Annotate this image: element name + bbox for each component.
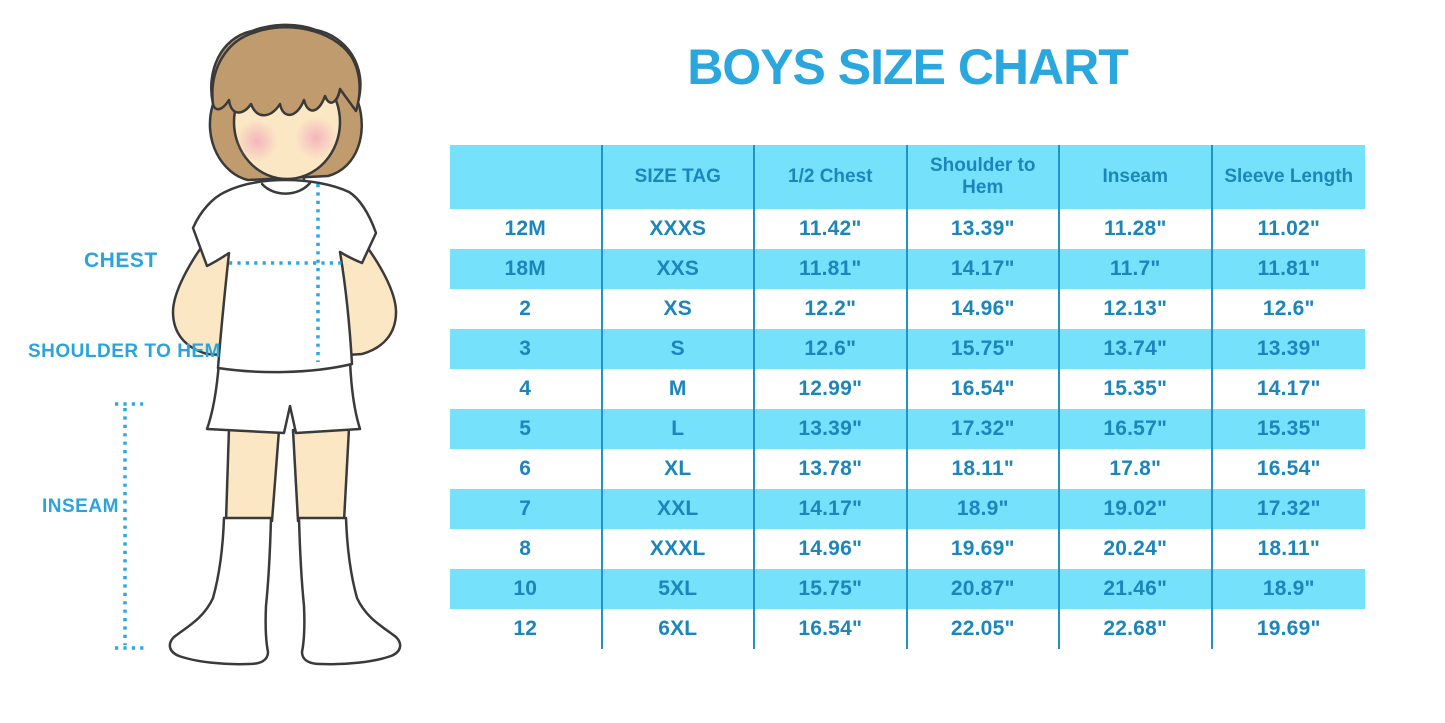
table-header-cell: 1/2 Chest — [755, 145, 908, 209]
table-cell: XL — [603, 449, 755, 489]
table-cell: 11.81" — [1257, 257, 1321, 280]
table-row: 5 L 13.39" 17.32" 16.57" 15.35" — [450, 409, 1365, 449]
table-cell: 21.46" — [1060, 569, 1213, 609]
table-cell: S — [603, 329, 755, 369]
table-cell: 19.69" — [1256, 617, 1321, 640]
inseam-label: INSEAM — [42, 496, 119, 517]
table-header-cell: Inseam — [1060, 145, 1213, 209]
table-cell: 12.99" — [755, 369, 908, 409]
table-row: 6 XL 13.78" 18.11" 17.8" 16.54" — [450, 449, 1365, 489]
table-row: 2 XS 12.2" 14.96" 12.13" 12.6" — [450, 289, 1365, 329]
table-cell: 12.13" — [1060, 289, 1213, 329]
table-cell: 3 — [450, 329, 603, 369]
page-title: BOYS SIZE CHART — [687, 39, 1129, 95]
table-cell: 10 — [450, 569, 603, 609]
table-cell: 4 — [450, 369, 603, 409]
table-cell: 13.39" — [755, 409, 908, 449]
table-cell: 6 — [450, 449, 603, 489]
table-cell: 18.11" — [1257, 537, 1321, 560]
table-cell: 20.24" — [1060, 529, 1213, 569]
table-cell: XXL — [603, 489, 755, 529]
table-cell: 14.96" — [755, 529, 908, 569]
table-cell: 16.54" — [1256, 457, 1321, 480]
table-cell: 11.02" — [1257, 217, 1321, 240]
boy-socks — [168, 516, 402, 666]
table-header-cell: Sleeve Length — [1224, 166, 1354, 188]
table-header-cell: SIZE TAG — [603, 145, 755, 209]
table-cell: 7 — [450, 489, 603, 529]
table-cell: 18M — [450, 249, 603, 289]
table-cell: M — [603, 369, 755, 409]
table-cell: 17.8" — [1060, 449, 1213, 489]
boy-head — [208, 23, 363, 182]
table-cell: XXXL — [603, 529, 755, 569]
table-cell: 12M — [450, 209, 603, 249]
table-row: 7 XXL 14.17" 18.9" 19.02" 17.32" — [450, 489, 1365, 529]
table-cell: 2 — [450, 289, 603, 329]
table-row: 3 S 12.6" 15.75" 13.74" 13.39" — [450, 329, 1365, 369]
table-cell: 12.2" — [755, 289, 908, 329]
table-cell: 16.54" — [908, 369, 1060, 409]
table-cell: 22.05" — [908, 609, 1060, 649]
table-cell: 11.42" — [755, 209, 908, 249]
boy-shirt — [191, 178, 378, 374]
table-cell: 15.75" — [908, 329, 1060, 369]
table-cell: 14.96" — [908, 289, 1060, 329]
table-cell: 13.39" — [908, 209, 1060, 249]
table-cell: 11.81" — [755, 249, 908, 289]
table-cell: 18.9" — [908, 489, 1060, 529]
table-row: 12M XXXS 11.42" 13.39" 11.28" 11.02" — [450, 209, 1365, 249]
boy-blush-left — [236, 120, 278, 162]
table-cell: 14.17" — [755, 489, 908, 529]
table-cell: 13.39" — [1256, 337, 1321, 360]
size-chart-table: SIZE TAG 1/2 Chest Shoulder to Hem Inseam Sl… — [450, 145, 1365, 649]
table-cell: 22.68" — [1060, 609, 1213, 649]
table-cell: 11.7" — [1060, 249, 1213, 289]
table-cell: 5XL — [603, 569, 755, 609]
table-cell: 14.17" — [1256, 377, 1321, 400]
table-cell: 8 — [450, 529, 603, 569]
table-cell: L — [603, 409, 755, 449]
table-cell: 17.32" — [1256, 497, 1321, 520]
table-cell: 18.11" — [908, 449, 1060, 489]
table-cell: 14.17" — [908, 249, 1060, 289]
table-header-row: SIZE TAG 1/2 Chest Shoulder to Hem Inseam Sl… — [450, 145, 1365, 209]
table-header-cell: Shoulder to Hem — [908, 145, 1060, 209]
table-cell: XS — [603, 289, 755, 329]
table-row: 8 XXXL 14.96" 19.69" 20.24" 18.11" — [450, 529, 1365, 569]
table-cell: 19.69" — [908, 529, 1060, 569]
table-cell: 13.74" — [1060, 329, 1213, 369]
table-cell: 18.9" — [1262, 577, 1315, 600]
table-cell: 15.35" — [1060, 369, 1213, 409]
table-cell: 6XL — [603, 609, 755, 649]
boy-hair-fringe — [211, 25, 361, 117]
boy-collar — [260, 181, 312, 195]
table-cell: 12.6" — [1262, 297, 1315, 320]
table-cell: 13.78" — [755, 449, 908, 489]
table-cell: XXXS — [603, 209, 755, 249]
size-table-body: 12M XXXS 11.42" 13.39" 11.28" 11.02" 18M XXS 11.… — [450, 209, 1365, 649]
table-row: 10 5XL 15.75" 20.87" 21.46" 18.9" — [450, 569, 1365, 609]
table-header-cell — [450, 145, 603, 209]
table-cell: 16.54" — [755, 609, 908, 649]
table-cell: 12.6" — [755, 329, 908, 369]
table-cell: 15.75" — [755, 569, 908, 609]
boy-illustration — [115, 23, 402, 666]
table-row: 4 M 12.99" 16.54" 15.35" 14.17" — [450, 369, 1365, 409]
chest-label: CHEST — [84, 249, 158, 272]
table-cell: 19.02" — [1060, 489, 1213, 529]
table-row: 12 6XL 16.54" 22.05" 22.68" 19.69" — [450, 609, 1365, 649]
table-cell: 15.35" — [1256, 417, 1321, 440]
shoulder-to-hem-label: SHOULDER TO HEM — [28, 341, 221, 362]
table-cell: 20.87" — [908, 569, 1060, 609]
boy-legs — [224, 426, 351, 523]
table-cell: XXS — [603, 249, 755, 289]
table-cell: 11.28" — [1060, 209, 1213, 249]
table-cell: 16.57" — [1060, 409, 1213, 449]
table-cell: 17.32" — [908, 409, 1060, 449]
table-row: 18M XXS 11.81" 14.17" 11.7" 11.81" — [450, 249, 1365, 289]
table-cell: 12 — [450, 609, 603, 649]
boy-blush-right — [295, 117, 337, 159]
table-cell: 5 — [450, 409, 603, 449]
